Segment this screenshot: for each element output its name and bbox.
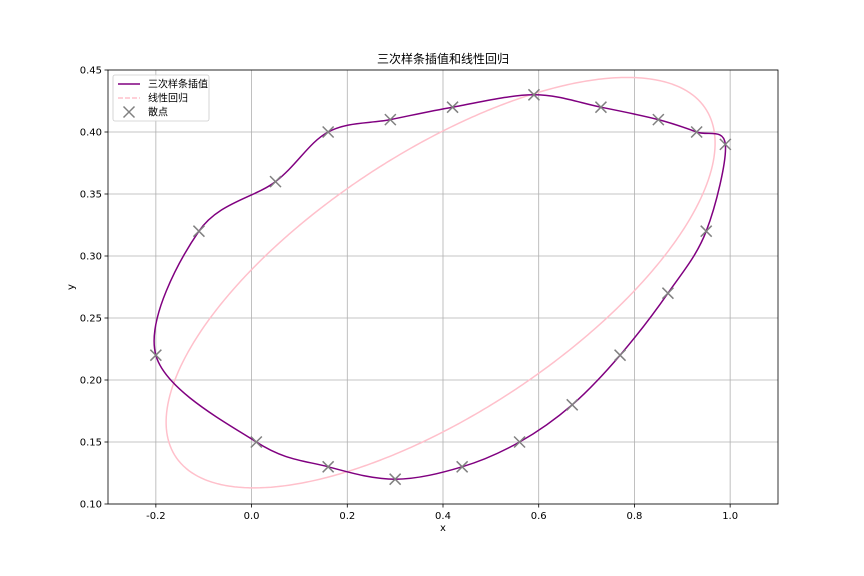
regression-ellipse bbox=[165, 76, 716, 489]
x-axis-ticks: -0.2 0.0 0.2 0.4 0.6 0.8 1.0 bbox=[146, 504, 738, 522]
scatter-point bbox=[700, 225, 713, 238]
legend-label-scatter: 散点 bbox=[148, 106, 168, 119]
y-axis-label: y bbox=[66, 284, 77, 290]
y-tick-label: 0.10 bbox=[80, 500, 102, 511]
scatter-point bbox=[250, 435, 263, 449]
y-tick-label: 0.20 bbox=[80, 376, 102, 387]
scatter-point bbox=[322, 125, 335, 139]
scatter-point bbox=[661, 287, 674, 300]
scatter-point bbox=[192, 225, 205, 238]
x-axis-label: x bbox=[440, 523, 446, 534]
y-tick-label: 0.35 bbox=[80, 190, 102, 201]
y-tick-label: 0.15 bbox=[80, 438, 102, 449]
chart-title: 三次样条插值和线性回归 bbox=[377, 51, 509, 66]
legend-scatter-marker bbox=[122, 105, 136, 119]
y-tick-label: 0.45 bbox=[80, 66, 102, 77]
scatter-point bbox=[446, 101, 459, 114]
scatter-point bbox=[690, 125, 703, 139]
legend: 三次样条插值 线性回归 散点 bbox=[112, 74, 210, 122]
scatter-point bbox=[269, 175, 282, 188]
scatter-point bbox=[456, 460, 469, 473]
legend-label-spline: 三次样条插值 bbox=[148, 78, 208, 91]
x-tick-label: 0.8 bbox=[626, 511, 642, 522]
scatter-point bbox=[149, 349, 162, 362]
scatter-point bbox=[513, 435, 526, 449]
y-tick-label: 0.40 bbox=[80, 128, 102, 139]
y-tick-label: 0.25 bbox=[80, 314, 102, 325]
legend-label-regression: 线性回归 bbox=[148, 92, 188, 105]
legend-swatch-scatter bbox=[122, 105, 136, 119]
regression-layer bbox=[165, 76, 716, 489]
y-axis-ticks: 0.10 0.15 0.20 0.25 0.30 0.35 0.40 0.45 bbox=[80, 66, 108, 511]
x-tick-label: 0.2 bbox=[339, 511, 355, 522]
x-tick-label: 0.6 bbox=[531, 511, 547, 522]
x-tick-label: 0.4 bbox=[435, 511, 451, 522]
scatter-point bbox=[322, 460, 335, 473]
x-tick-label: -0.2 bbox=[146, 511, 166, 522]
legend-box bbox=[112, 74, 210, 122]
scatter-point bbox=[614, 349, 627, 362]
scatter-point bbox=[594, 101, 607, 114]
y-tick-label: 0.30 bbox=[80, 252, 102, 263]
scatter-layer bbox=[149, 88, 732, 486]
scatter-point bbox=[384, 113, 397, 126]
x-tick-label: 0.0 bbox=[244, 511, 260, 522]
scatter-point bbox=[566, 398, 579, 411]
scatter-point bbox=[527, 88, 540, 101]
scatter-point bbox=[719, 138, 732, 151]
scatter-point bbox=[652, 113, 665, 126]
scatter-point bbox=[389, 473, 402, 486]
x-tick-label: 1.0 bbox=[722, 511, 738, 522]
